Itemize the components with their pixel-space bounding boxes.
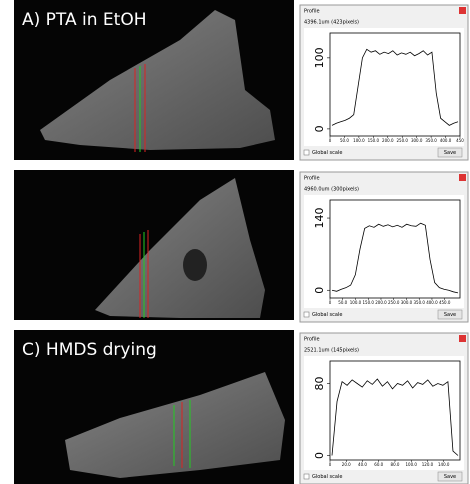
x-tick-label: 20.0 [342, 462, 351, 467]
x-tick-label: 0 [329, 138, 332, 143]
checkbox[interactable] [304, 474, 309, 479]
window-title: Profile [304, 176, 320, 182]
y-tick-label: 100 [313, 47, 326, 68]
profile-subtitle: 4396.1um (423pixels) [304, 20, 359, 26]
x-tick-label: 0 [329, 462, 332, 467]
x-tick-label: 250.0 [388, 300, 400, 305]
x-tick-label: 350.0 [413, 300, 425, 305]
x-tick-label: 100.0 [350, 300, 362, 305]
x-tick-label: 80.0 [391, 462, 400, 467]
window-title: Profile [304, 337, 320, 343]
x-tick-label: 250.0 [396, 138, 408, 143]
hole [183, 249, 207, 281]
y-tick-label: 80 [313, 377, 326, 391]
window-title: Profile [304, 9, 320, 15]
checkbox-label: Global scale [312, 150, 342, 156]
checkbox-label: Global scale [312, 474, 342, 480]
panel-label: A) PTA in EtOH [22, 10, 147, 30]
x-tick-label: 100.0 [406, 462, 418, 467]
x-tick-label: 350.0 [425, 138, 437, 143]
x-tick-label: 50.0 [338, 300, 347, 305]
profile-subtitle: 2521.1um (145pixels) [304, 348, 359, 354]
x-tick-label: 0 [329, 300, 332, 305]
close-button[interactable] [459, 174, 466, 181]
plot-area [304, 28, 464, 146]
x-tick-label: 450.0 [439, 300, 451, 305]
x-tick-label: 400.0 [426, 300, 438, 305]
x-tick-label: 150.0 [368, 138, 380, 143]
x-tick-label: 100.0 [353, 138, 365, 143]
x-tick-label: 140.0 [438, 462, 450, 467]
save-label: Save [444, 474, 456, 480]
plot-area [304, 356, 464, 470]
x-tick-label: 200.0 [375, 300, 387, 305]
save-label: Save [444, 150, 456, 156]
y-tick-label: 0 [313, 287, 326, 294]
y-tick-label: 140 [313, 208, 326, 229]
x-tick-label: 400.0 [440, 138, 452, 143]
close-button[interactable] [459, 7, 466, 14]
y-tick-label: 0 [313, 125, 326, 132]
x-tick-label: 60.0 [374, 462, 383, 467]
x-tick-label: 450 [456, 138, 464, 143]
x-tick-label: 200.0 [382, 138, 394, 143]
y-tick-label: 0 [313, 452, 326, 459]
figure: A) PTA in EtOH C) HMDS drying Profile 439… [0, 0, 470, 484]
plot-area [304, 195, 464, 308]
close-button[interactable] [459, 335, 466, 342]
panel-label: C) HMDS drying [22, 340, 157, 360]
checkbox-label: Global scale [312, 312, 342, 318]
x-tick-label: 120.0 [422, 462, 434, 467]
save-label: Save [444, 312, 456, 318]
profile-subtitle: 4960.0um (300pixels) [304, 187, 359, 193]
x-tick-label: 40.0 [358, 462, 367, 467]
checkbox[interactable] [304, 312, 309, 317]
checkbox[interactable] [304, 150, 309, 155]
x-tick-label: 150.0 [363, 300, 375, 305]
x-tick-label: 50.0 [340, 138, 349, 143]
x-tick-label: 300.0 [411, 138, 423, 143]
x-tick-label: 300.0 [401, 300, 413, 305]
